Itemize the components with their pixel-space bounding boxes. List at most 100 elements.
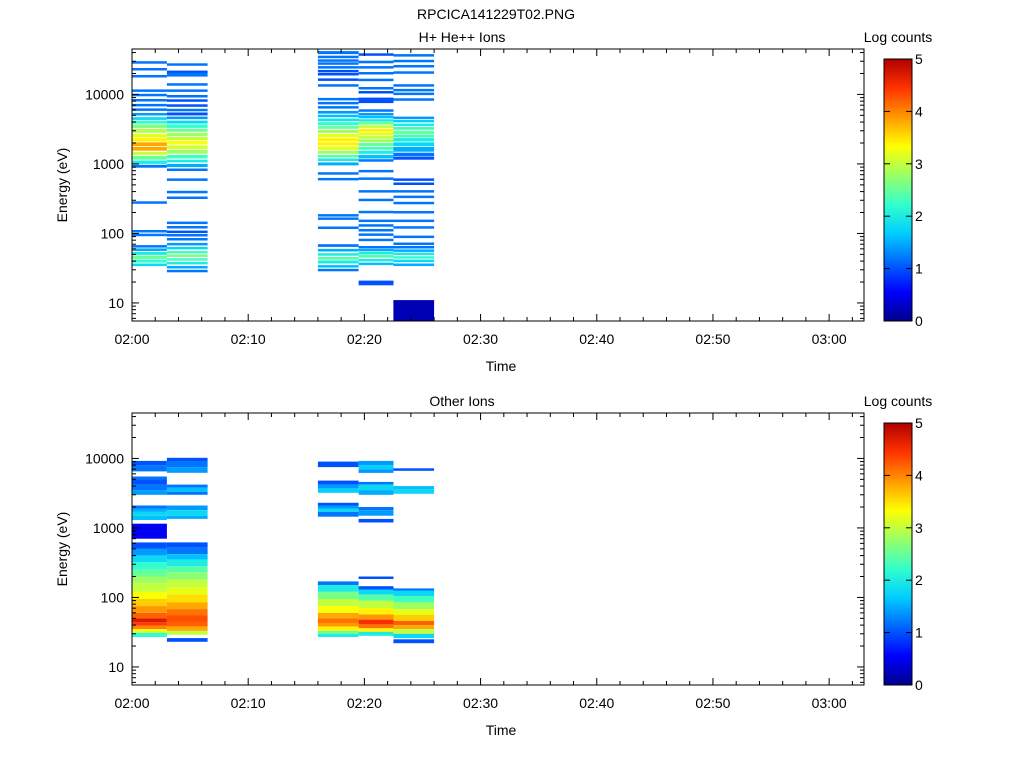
heatmap-cell xyxy=(166,159,208,163)
heatmap-cell xyxy=(358,132,394,136)
heatmap-cell xyxy=(132,138,167,142)
heatmap-cell xyxy=(317,62,359,65)
heatmap-cell xyxy=(393,127,435,130)
heatmap-cell xyxy=(132,606,167,613)
heatmap-cell xyxy=(358,78,394,82)
x-tick-label: 03:00 xyxy=(812,695,847,711)
heatmap-cell xyxy=(393,59,435,63)
heatmap-cell xyxy=(166,95,208,98)
heatmap-cell xyxy=(166,621,208,627)
heatmap-cell xyxy=(166,609,208,616)
y-tick-label: 1000 xyxy=(93,156,124,172)
y-tick-label: 100 xyxy=(101,589,125,605)
colorbar-tick-label: 5 xyxy=(915,51,923,67)
heatmap-cell xyxy=(132,511,167,516)
heatmap-cell xyxy=(317,84,359,87)
heatmap-cell xyxy=(358,139,394,143)
heatmap-cell xyxy=(166,132,208,137)
heatmap-cell xyxy=(132,576,167,584)
heatmap-cell xyxy=(317,78,359,81)
heatmap-cell xyxy=(317,268,359,272)
heatmap-cell xyxy=(393,246,435,249)
colorbar-scale xyxy=(883,58,913,322)
heatmap-cell xyxy=(166,572,208,580)
panel-h-he-ions: 02:00 02:10 02:20 02:30 02:40 02:50 03:00 Time 1… xyxy=(54,29,932,374)
heatmap-cell xyxy=(166,70,208,74)
heatmap-cell xyxy=(166,124,208,128)
heatmap-cell xyxy=(132,632,167,637)
heatmap-cell xyxy=(132,569,167,577)
heatmap-cell xyxy=(132,245,167,248)
heatmap-cell xyxy=(166,491,208,495)
heatmap-cell xyxy=(317,630,359,634)
heatmap-cell xyxy=(166,510,208,516)
plot-frame xyxy=(131,48,865,322)
heatmap-cell xyxy=(317,265,359,268)
y-axis: 10 100 1000 10000 xyxy=(85,416,864,683)
x-axis: 02:00 02:10 02:20 02:30 02:40 02:50 03:00 xyxy=(114,49,853,347)
heatmap-cell xyxy=(358,624,394,629)
heatmap-cell xyxy=(358,510,394,516)
x-tick-label: 02:10 xyxy=(231,331,266,347)
heatmap-cell xyxy=(393,256,435,259)
heatmap-cell xyxy=(132,156,167,160)
heatmap-cell xyxy=(317,461,359,468)
heatmap-cell xyxy=(393,263,435,267)
heatmap-cell xyxy=(166,63,208,66)
panel-title: H+ He++ Ions xyxy=(419,29,506,45)
heatmap-cell xyxy=(393,614,435,621)
heatmap-cell xyxy=(166,579,208,588)
heatmap-cell xyxy=(166,484,208,488)
heatmap-cell xyxy=(166,83,208,86)
heatmap-cell xyxy=(317,226,359,229)
heatmap-cell xyxy=(132,133,167,138)
heatmap-cell xyxy=(166,234,208,237)
heatmap-cell xyxy=(132,93,167,97)
heatmap-cell xyxy=(166,626,208,631)
heatmap-cell xyxy=(358,154,394,159)
x-axis-label: Time xyxy=(486,358,517,374)
heatmap-cell xyxy=(317,118,359,122)
y-axis: 10 100 1000 10000 xyxy=(85,52,864,319)
heatmap-cell xyxy=(132,164,167,168)
heatmap-cells xyxy=(132,51,435,321)
heatmap-cell xyxy=(132,591,167,599)
colorbar-tick-label: 4 xyxy=(915,103,923,119)
heatmap-cell xyxy=(166,615,208,622)
heatmap-cell xyxy=(317,511,359,517)
heatmap-cell xyxy=(317,505,359,509)
heatmap-cell xyxy=(166,163,208,168)
heatmap-cell xyxy=(393,130,435,134)
y-tick-label: 10 xyxy=(108,659,124,675)
heatmap-cell xyxy=(317,150,359,154)
heatmap-cell xyxy=(132,505,167,509)
heatmap-cell xyxy=(166,238,208,241)
heatmap-cell xyxy=(358,91,394,94)
heatmap-cell xyxy=(132,460,167,466)
heatmap-cell xyxy=(317,260,359,264)
colorbar-tick-label: 1 xyxy=(915,625,923,641)
heatmap-cell xyxy=(358,248,394,252)
heatmap-cell xyxy=(132,523,167,539)
heatmap-cell xyxy=(358,608,394,615)
heatmap-cell xyxy=(132,103,167,107)
heatmap-cell xyxy=(317,606,359,613)
heatmap-cell xyxy=(317,110,359,114)
heatmap-cell xyxy=(358,481,394,485)
heatmap-cell xyxy=(166,505,208,511)
heatmap-cell xyxy=(358,198,394,202)
heatmap-cell xyxy=(132,142,167,147)
heatmap-cell xyxy=(317,162,359,166)
heatmap-cell xyxy=(358,594,394,601)
heatmap-cell xyxy=(166,602,208,609)
heatmap-cell xyxy=(358,246,394,249)
heatmap-cell xyxy=(317,55,359,59)
heatmap-cell xyxy=(393,156,435,160)
heatmap-cell xyxy=(166,230,208,234)
heatmap-cell xyxy=(358,628,394,632)
heatmap-cell xyxy=(132,622,167,626)
heatmap-cell xyxy=(166,547,208,555)
heatmap-cell xyxy=(132,263,167,267)
heatmap-cell xyxy=(132,465,167,472)
x-tick-label: 02:20 xyxy=(347,695,382,711)
